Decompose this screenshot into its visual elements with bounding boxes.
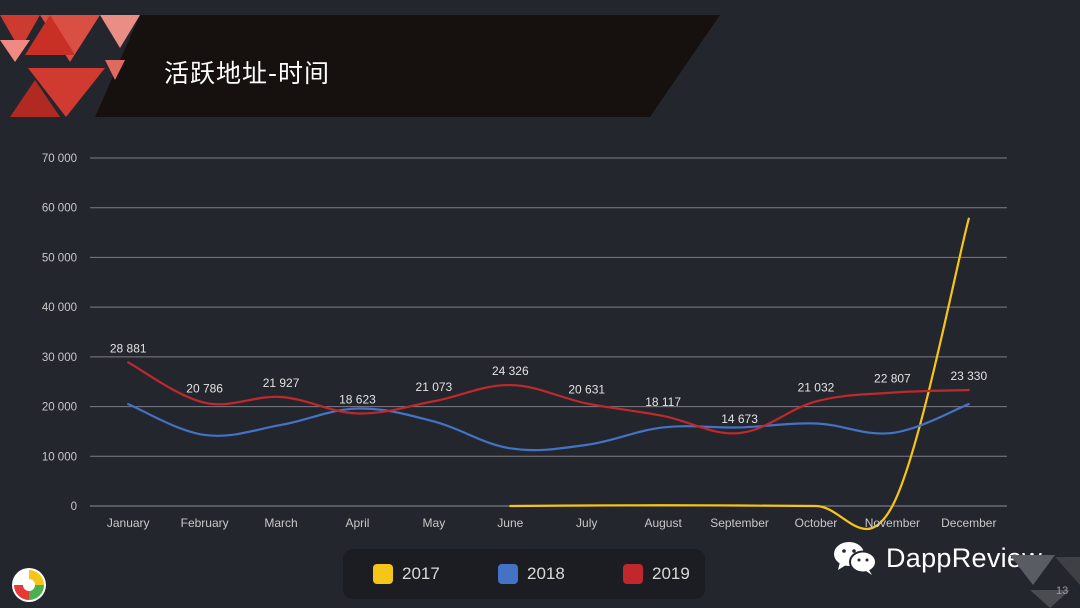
line-chart: 28 881 20 786 21 927 18 623 21 073 24 326 20 6… (42, 153, 1007, 531)
y-tick-label: 40 000 (42, 302, 77, 314)
y-tick-label: 30 000 (42, 352, 77, 364)
decor-triangle (28, 68, 105, 117)
data-label: 21 073 (416, 380, 453, 394)
x-tick-label: December (941, 516, 996, 530)
x-tick-label: February (181, 516, 229, 530)
data-label: 21 927 (263, 376, 300, 390)
legend-label: 2018 (527, 564, 565, 583)
decor-triangle (0, 15, 40, 50)
legend-label: 2019 (652, 564, 690, 583)
x-tick-label: September (710, 516, 769, 530)
series-line-2019 (127, 361, 970, 435)
y-tick-label: 60 000 (42, 203, 77, 215)
legend-swatch (373, 564, 393, 584)
legend-item-2019: 2019 (623, 563, 690, 585)
series-line-2018 (127, 402, 970, 452)
decor-triangle (105, 60, 125, 80)
decor-triangle (100, 15, 140, 48)
x-tick-label: January (107, 516, 150, 530)
decor-triangle (25, 15, 75, 55)
x-tick-label: October (795, 516, 838, 530)
data-label: 18 117 (645, 395, 681, 409)
data-label: 14 673 (721, 412, 758, 426)
x-tick-label: August (644, 516, 682, 530)
decor-triangle (0, 40, 30, 62)
corner-decoration (1010, 555, 1080, 608)
y-tick-label: 10 000 (42, 451, 77, 463)
y-tick-label: 70 000 (42, 153, 77, 165)
page-title: 活跃地址-时间 (164, 59, 331, 88)
y-tick-label: 20 000 (42, 402, 77, 414)
brand-watermark: DappReview (832, 538, 1042, 578)
data-label: 24 326 (492, 364, 529, 378)
legend-item-2017: 2017 (373, 563, 440, 585)
x-tick-label: June (497, 516, 523, 530)
legend-item-2018: 2018 (498, 563, 565, 585)
data-label: 22 807 (874, 372, 911, 386)
x-tick-label: November (865, 516, 920, 530)
wechat-icon (834, 542, 877, 575)
series-line-2017 (509, 217, 970, 531)
x-tick-label: May (423, 516, 446, 530)
app-logo-icon (12, 568, 46, 602)
data-label: 20 786 (186, 382, 223, 396)
x-tick-label: March (264, 516, 297, 530)
decor-triangle (10, 80, 60, 117)
legend-label: 2017 (402, 564, 440, 583)
y-tick-label: 0 (71, 501, 77, 513)
title-banner (0, 15, 720, 117)
legend-swatch (498, 564, 518, 584)
chart-legend: 2017 2018 2019 (343, 549, 705, 599)
data-label: 23 330 (950, 369, 987, 383)
y-tick-label: 50 000 (42, 252, 77, 264)
page-number: 13 (1056, 585, 1069, 597)
data-label: 20 631 (568, 382, 605, 396)
legend-swatch (623, 564, 643, 584)
x-tick-label: July (576, 516, 597, 530)
x-tick-label: April (345, 516, 369, 530)
data-label: 18 623 (339, 392, 376, 406)
data-label: 21 032 (798, 380, 835, 394)
data-label: 28 881 (110, 341, 147, 355)
